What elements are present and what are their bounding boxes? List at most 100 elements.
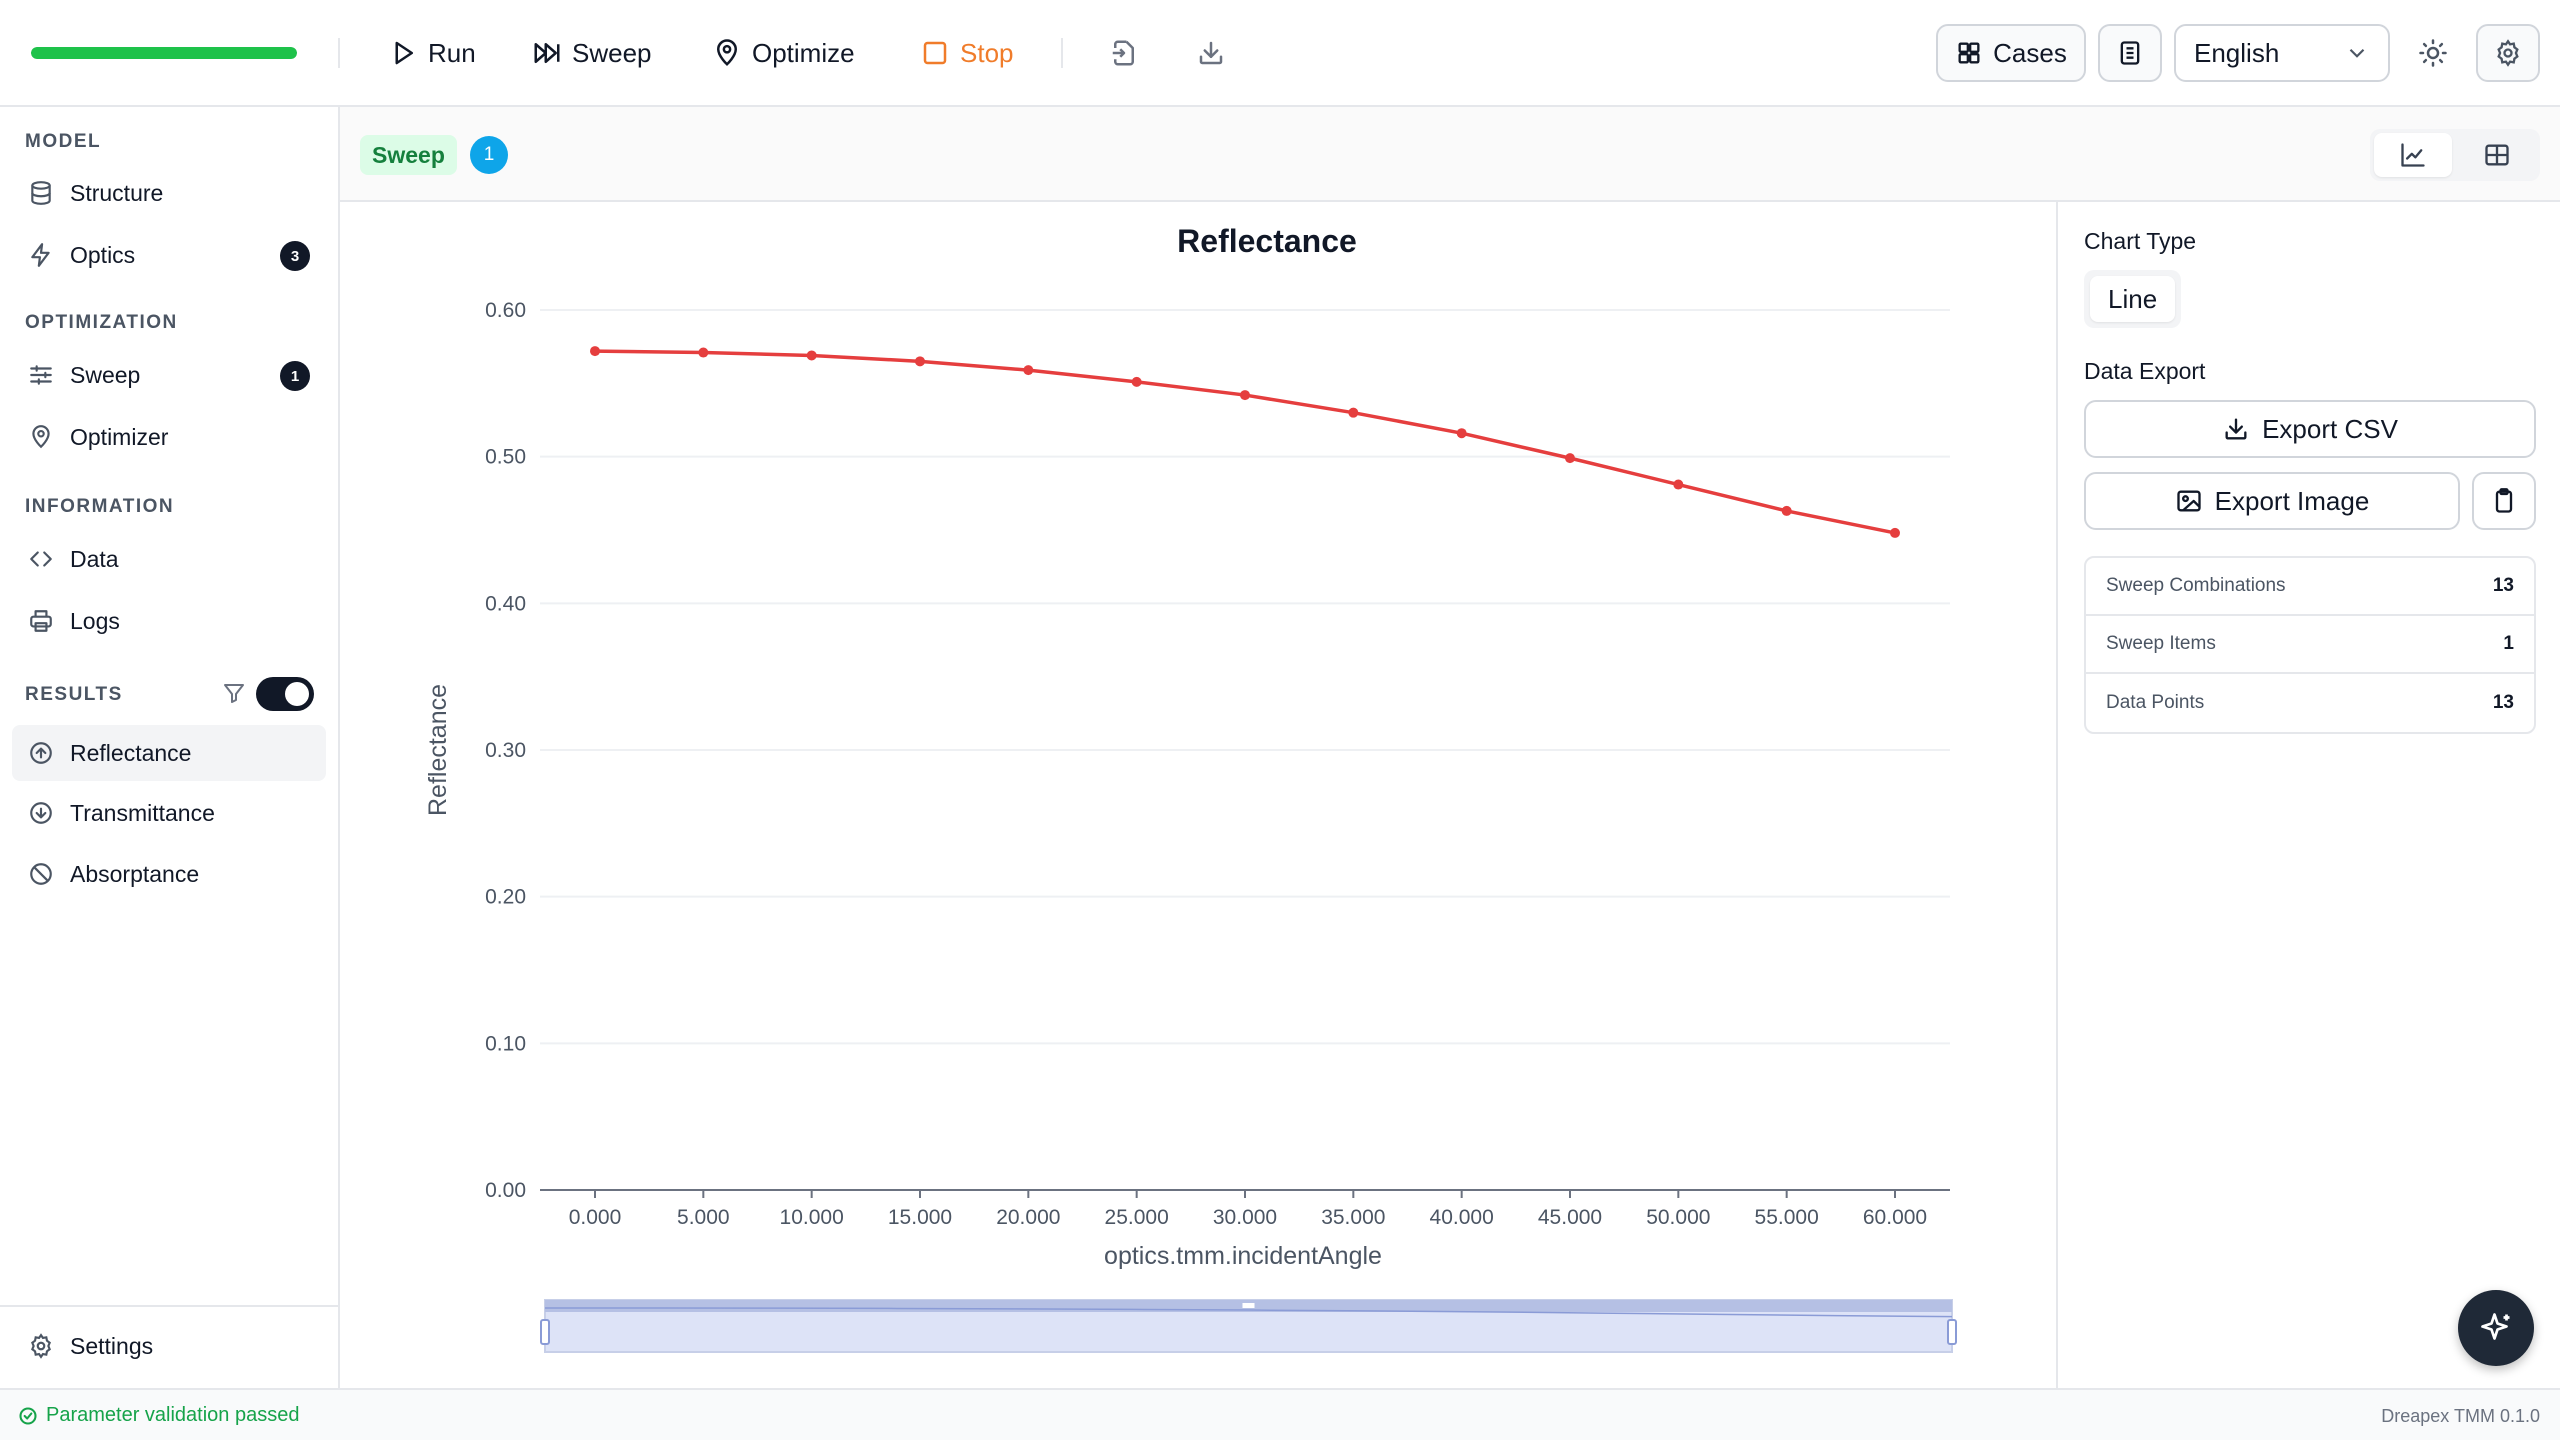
y-tick-label: 0.60 (485, 299, 526, 322)
chart-view-button[interactable] (2374, 133, 2452, 177)
x-axis-label: optics.tmm.incidentAngle (1104, 1242, 1382, 1270)
x-tick-label: 50.000 (1646, 1206, 1710, 1229)
code-icon (30, 551, 52, 567)
sidebar-item-transmittance[interactable]: Transmittance (12, 785, 326, 841)
table-icon (2485, 144, 2509, 166)
filter-icon[interactable] (222, 681, 246, 705)
export-csv-button[interactable]: Export CSV (2084, 400, 2536, 458)
zoom-handle-right (1947, 1319, 1957, 1345)
import-button[interactable] (1103, 32, 1145, 74)
y-tick-label: 0.00 (485, 1179, 526, 1202)
y-tick-label: 0.10 (485, 1032, 526, 1055)
reflectance-chart[interactable]: Reflectance 0.00 0.10 0.20 0.30 0.40 0.50 0.60 0… (340, 202, 2056, 1388)
y-tick-label: 0.50 (485, 446, 526, 469)
x-tick-label: 15.000 (888, 1206, 952, 1229)
validation-message: Parameter validation passed (46, 1404, 300, 1426)
data-point (806, 350, 817, 361)
notes-button[interactable] (2098, 24, 2162, 82)
sweep-stats-table: Sweep Combinations 13 Sweep Items 1 Data… (2084, 556, 2536, 734)
ai-assistant-button[interactable] (2458, 1290, 2534, 1366)
export-image-button[interactable]: Export Image (2084, 472, 2460, 530)
sidebar-item-optics[interactable]: Optics 3 (12, 227, 326, 283)
map-pin-icon (716, 39, 738, 66)
sidebar-item-settings[interactable]: Settings (12, 1318, 326, 1374)
stat-value: 13 (2492, 575, 2514, 596)
sweep-count-badge: 1 (470, 136, 508, 174)
table-view-button[interactable] (2458, 133, 2536, 177)
data-point (1456, 428, 1467, 439)
grid-icon (1958, 42, 1980, 64)
arrow-up-circle-icon (30, 742, 52, 764)
download-button[interactable] (1190, 32, 1232, 74)
sidebar-item-label: Transmittance (70, 799, 215, 826)
export-csv-label: Export CSV (2262, 413, 2398, 444)
stat-value: 13 (2492, 692, 2514, 713)
chart-title: Reflectance (1177, 223, 1357, 259)
stat-label: Sweep Combinations (2106, 575, 2286, 596)
arrow-down-circle-icon (30, 802, 52, 824)
printer-icon (30, 610, 52, 632)
sidebar-item-sweep[interactable]: Sweep 1 (12, 347, 326, 403)
copy-clipboard-button[interactable] (2472, 472, 2536, 530)
map-pin-icon (32, 425, 50, 449)
sidebar-item-label: Absorptance (70, 860, 200, 887)
toolbar-divider (1061, 38, 1063, 68)
check-circle-icon (19, 1406, 37, 1425)
chevron-down-icon (2349, 48, 2365, 58)
sweep-label: Sweep (572, 37, 652, 68)
sidebar-item-label: Reflectance (70, 739, 192, 766)
stat-value: 1 (2503, 633, 2514, 654)
sidebar-item-label: Logs (70, 607, 120, 634)
data-point (1131, 376, 1142, 387)
data-point (1348, 407, 1359, 418)
app-version: Dreapex TMM 0.1.0 (2381, 1406, 2540, 1426)
x-tick-label: 55.000 (1755, 1206, 1819, 1229)
stat-row: Sweep Items 1 (2086, 616, 2534, 674)
section-model: MODEL (25, 131, 102, 152)
sidebar-item-reflectance[interactable]: Reflectance (12, 725, 326, 781)
data-point (1240, 390, 1250, 401)
y-axis-label: Reflectance (424, 684, 452, 816)
language-select[interactable]: English (2174, 24, 2390, 82)
sidebar-item-label: Structure (70, 179, 164, 206)
settings-button-top[interactable] (2476, 24, 2540, 82)
sweep-button[interactable]: Sweep (532, 30, 652, 76)
optimize-button[interactable]: Optimize (712, 30, 855, 76)
sidebar-item-data[interactable]: Data (12, 531, 326, 587)
status-bar: Parameter validation passed Dreapex TMM … (0, 1388, 2560, 1440)
sidebar-item-label: Data (70, 545, 119, 572)
clipboard-icon (2495, 488, 2513, 513)
sidebar-item-optimizer[interactable]: Optimizer (12, 409, 326, 465)
stat-label: Data Points (2106, 692, 2205, 713)
progress-fill (31, 47, 297, 59)
cases-button[interactable]: Cases (1936, 24, 2086, 82)
stop-button[interactable]: Stop (920, 30, 1014, 76)
sliders-icon (30, 365, 52, 385)
x-tick-label: 20.000 (996, 1206, 1060, 1229)
gear-icon (31, 1333, 51, 1359)
data-point (1781, 505, 1792, 516)
run-button[interactable]: Run (388, 30, 476, 76)
data-point (915, 356, 925, 367)
results-filter-toggle[interactable] (256, 677, 314, 711)
y-tick-label: 0.40 (485, 592, 526, 615)
zoom-preview-line (544, 1307, 1953, 1318)
results-header: Sweep 1 (340, 107, 2560, 202)
chart-type-option-line[interactable]: Line (2090, 276, 2176, 322)
data-export-label: Data Export (2084, 358, 2206, 384)
zoom-grip (1242, 1303, 1255, 1308)
sidebar-item-structure[interactable]: Structure (12, 165, 326, 221)
gear-icon (2497, 39, 2519, 67)
optics-count-badge: 3 (280, 241, 310, 271)
x-tick-label: 45.000 (1538, 1206, 1602, 1229)
chart-type-selector[interactable]: Line (2084, 270, 2182, 328)
sidebar-item-absorptance[interactable]: Absorptance (12, 846, 326, 902)
sidebar-item-label: Optimizer (70, 423, 169, 450)
sidebar-item-logs[interactable]: Logs (12, 593, 326, 649)
theme-toggle-button[interactable] (2412, 32, 2454, 74)
stop-icon (923, 41, 947, 65)
sidebar: MODEL Structure Optics 3 OPTIMIZATION Sw… (0, 107, 340, 1388)
chart-area: Reflectance 0.00 0.10 0.20 0.30 0.40 0.50 0.60 0… (340, 202, 2056, 1388)
chart-type-label: Chart Type (2084, 228, 2197, 254)
top-toolbar: Run Sweep Optimize Stop Cases English (0, 0, 2560, 107)
